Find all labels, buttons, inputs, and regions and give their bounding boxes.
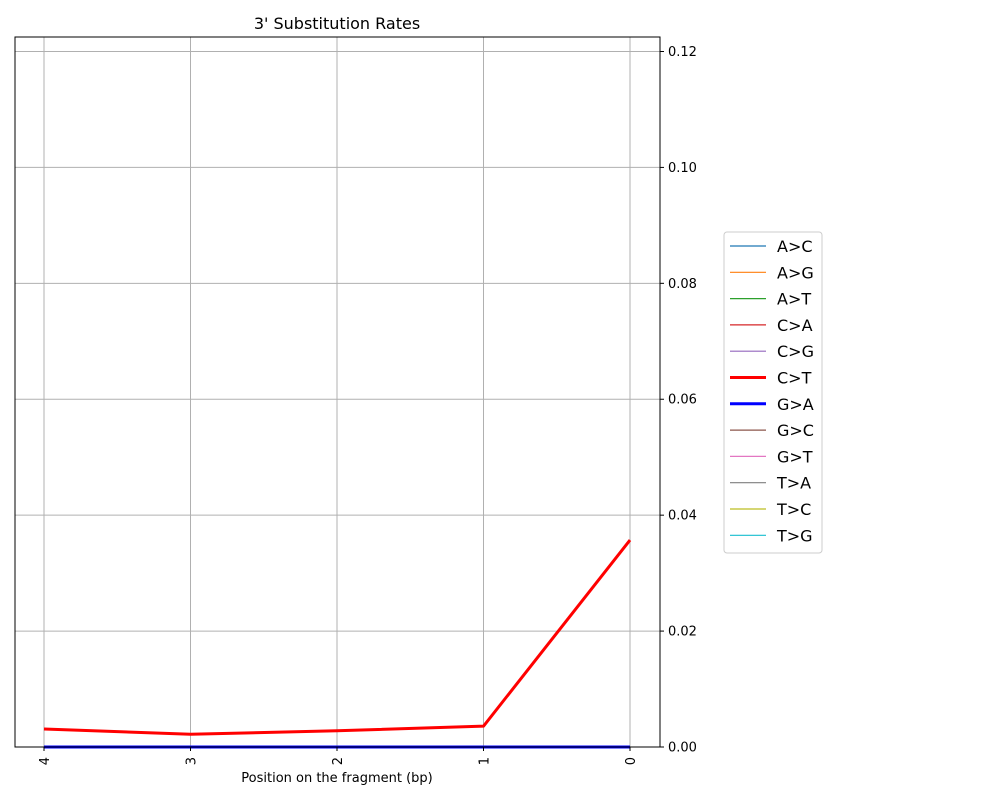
legend-label: T>C bbox=[776, 500, 811, 519]
series-line-c-to-t bbox=[43, 539, 632, 736]
y-ticks: 0.00 0.02 0.04 0.06 0.08 0.10 0.12 bbox=[660, 45, 697, 756]
legend-label: G>T bbox=[777, 447, 813, 466]
legend-label: G>A bbox=[777, 395, 814, 414]
chart-title: 3' Substitution Rates bbox=[254, 14, 420, 33]
x-tick-label: 1 bbox=[478, 757, 493, 765]
legend-label: A>G bbox=[777, 263, 814, 282]
legend-label: A>C bbox=[777, 237, 813, 256]
legend-label: C>T bbox=[777, 369, 812, 388]
legend-label: C>A bbox=[777, 316, 813, 335]
x-tick-label: 3 bbox=[185, 757, 200, 765]
y-tick-label: 0.06 bbox=[668, 393, 697, 408]
y-tick-label: 0.10 bbox=[668, 161, 697, 176]
x-tick-label: 4 bbox=[38, 757, 53, 765]
y-tick-label: 0.08 bbox=[668, 277, 697, 292]
legend-label: T>G bbox=[776, 526, 813, 545]
legend-label: C>G bbox=[777, 342, 814, 361]
y-tick-label: 0.12 bbox=[668, 45, 697, 60]
legend-box bbox=[723, 231, 823, 554]
legend: A>C A>G A>T C>A C>G C>T G>A G>C G>T T>A T>C T>G bbox=[723, 231, 823, 554]
y-tick-label: 0.04 bbox=[668, 509, 697, 524]
legend-label: A>T bbox=[777, 290, 811, 309]
legend-items: A>C A>G A>T C>A C>G C>T G>A G>C G>T T>A T>C T>G bbox=[730, 237, 814, 545]
y-tick-label: 0.02 bbox=[668, 625, 697, 640]
x-axis-label: Position on the fragment (bp) bbox=[241, 771, 432, 786]
grid bbox=[15, 37, 660, 748]
x-tick-label: 2 bbox=[331, 757, 346, 765]
legend-label: G>C bbox=[777, 421, 814, 440]
legend-label: T>A bbox=[776, 474, 811, 493]
y-tick-label: 0.00 bbox=[668, 741, 697, 756]
x-ticks: 4 3 2 1 0 bbox=[38, 747, 639, 765]
x-tick-label: 0 bbox=[624, 757, 639, 765]
